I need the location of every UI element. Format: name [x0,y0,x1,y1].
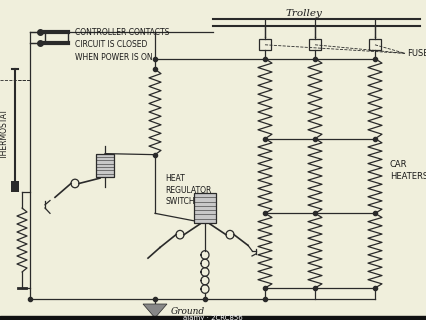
Text: Trolley: Trolley [285,9,322,18]
Bar [309,39,321,50]
Bar [11,181,19,192]
Text: THERMOSTAT: THERMOSTAT [0,108,9,159]
Polygon shape [143,304,167,318]
Text: FUSES: FUSES [407,49,426,58]
Text: Ground: Ground [171,307,205,316]
Bar [259,39,271,50]
Text: CONTROLLER CONTACTS
CIRCUIT IS CLOSED
WHEN POWER IS ON: CONTROLLER CONTACTS CIRCUIT IS CLOSED WH… [75,28,170,62]
Bar [194,193,216,223]
Text: CAR
HEATERS: CAR HEATERS [390,160,426,181]
Bar [96,154,114,177]
Bar [369,39,381,50]
Text: alamy · 2CRC856: alamy · 2CRC856 [183,315,243,320]
Text: HEAT
REGULATOR
SWITCH: HEAT REGULATOR SWITCH [165,174,211,206]
